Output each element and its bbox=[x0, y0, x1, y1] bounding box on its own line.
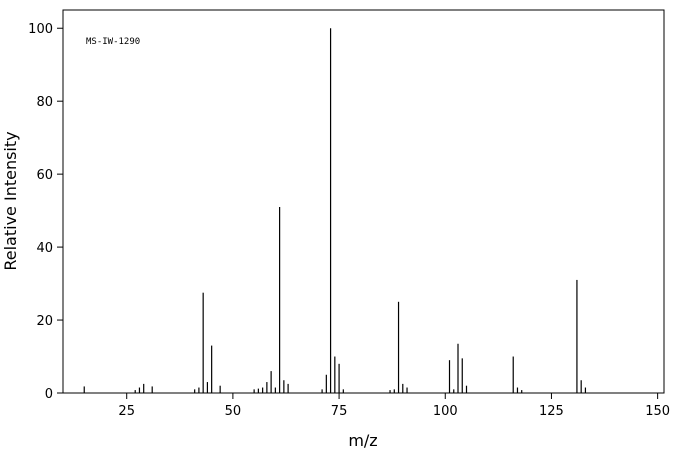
x-tick-label: 75 bbox=[331, 404, 348, 419]
x-tick-label: 25 bbox=[118, 404, 135, 419]
y-tick-label: 0 bbox=[45, 387, 53, 402]
y-tick-label: 20 bbox=[36, 314, 53, 329]
x-tick-label: 150 bbox=[645, 404, 670, 419]
x-tick-label: 50 bbox=[225, 404, 242, 419]
plot-frame bbox=[62, 9, 665, 394]
y-tick-label: 80 bbox=[36, 95, 53, 110]
y-tick-label: 40 bbox=[36, 241, 53, 256]
y-tick-label: 60 bbox=[36, 168, 53, 183]
x-tick-label: 100 bbox=[433, 404, 458, 419]
x-axis-label: m/z bbox=[348, 431, 377, 450]
x-tick-label: 125 bbox=[539, 404, 564, 419]
y-axis-label: Relative Intensity bbox=[1, 131, 20, 270]
y-tick-label: 100 bbox=[28, 22, 53, 37]
annotation: MS-IW-1290 bbox=[86, 37, 140, 47]
